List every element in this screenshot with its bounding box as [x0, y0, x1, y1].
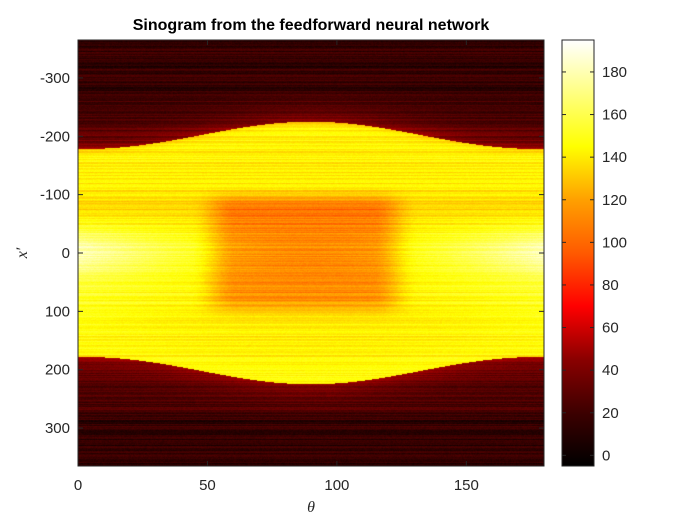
- heatmap-area: [77, 39, 545, 467]
- y-axis: -300 -200 -100 0 100 200 300: [40, 70, 544, 437]
- colorbar-tick-label: 0: [602, 447, 610, 464]
- heatmap-image-holder: [78, 40, 544, 466]
- colorbar-gradient: [561, 39, 595, 467]
- y-tick-label: -300: [40, 70, 70, 87]
- y-tick-label: 100: [45, 303, 70, 320]
- colorbar-tick-label: 120: [602, 192, 627, 209]
- y-tick-label: 300: [45, 420, 70, 437]
- colorbar-tick-label: 140: [602, 149, 627, 166]
- y-tick-label: 0: [62, 245, 70, 262]
- y-tick-label: -200: [40, 128, 70, 145]
- colorbar-tick-label: 40: [602, 362, 619, 379]
- chart-title: Sinogram from the feedforward neural net…: [133, 17, 490, 34]
- heatmap-image: [78, 40, 544, 466]
- colorbar-tick-label: 60: [602, 320, 619, 337]
- x-tick-label: 100: [324, 477, 349, 494]
- x-axis: 0 50 100 150: [74, 40, 479, 494]
- colorbar-tick-label: 100: [602, 234, 627, 251]
- colorbar-ticks: 0 20 40 60 80 100 120 140 160 180: [562, 64, 627, 464]
- y-tick-label: -100: [40, 187, 70, 204]
- x-tick-label: 50: [199, 477, 216, 494]
- x-tick-label: 0: [74, 477, 82, 494]
- colorbar-tick-label: 20: [602, 405, 619, 422]
- y-axis-label: x′: [14, 247, 31, 259]
- colorbar-tick-label: 160: [602, 107, 627, 124]
- colorbar: 0 20 40 60 80 100 120 140 160 180: [561, 39, 627, 467]
- colorbar-tick-label: 180: [602, 64, 627, 81]
- x-tick-label: 150: [454, 477, 479, 494]
- y-tick-label: 200: [45, 362, 70, 379]
- colorbar-tick-label: 80: [602, 277, 619, 294]
- x-axis-label: θ: [307, 499, 315, 516]
